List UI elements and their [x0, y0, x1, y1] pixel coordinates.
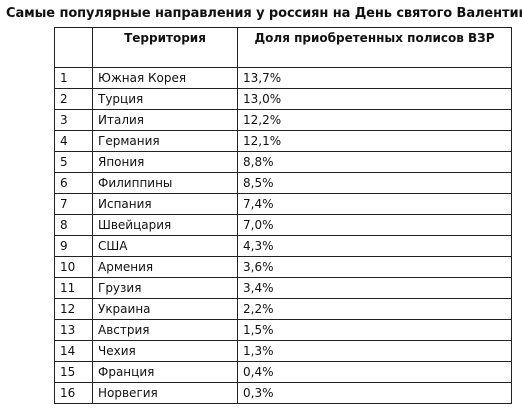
row-number-cell: 8 [54, 214, 93, 236]
row-number-cell: 3 [54, 109, 93, 131]
table-row: 8 Швейцария 7,0% [54, 214, 512, 236]
share-cell: 3,4% [237, 277, 512, 299]
table-row: 10 Армения 3,6% [54, 256, 512, 278]
row-number-cell: 10 [54, 256, 93, 278]
row-number-cell: 14 [54, 340, 93, 362]
territory-cell: Украина [92, 298, 238, 320]
table-row: 11 Грузия 3,4% [54, 277, 512, 299]
territory-cell: Филиппины [92, 172, 238, 194]
data-table: Территория Доля приобретенных полисов ВЗ… [54, 27, 512, 404]
share-cell: 1,3% [237, 340, 512, 362]
territory-cell: Норвегия [92, 382, 238, 404]
table-row: 16 Норвегия 0,3% [54, 382, 512, 404]
table-row: 7 Испания 7,4% [54, 193, 512, 215]
territory-cell: Швейцария [92, 214, 238, 236]
share-cell: 7,4% [237, 193, 512, 215]
share-cell: 13,7% [237, 67, 512, 89]
share-cell: 8,5% [237, 172, 512, 194]
territory-cell: Турция [92, 88, 238, 110]
table-row: 6 Филиппины 8,5% [54, 172, 512, 194]
share-cell: 2,2% [237, 298, 512, 320]
territory-cell: Франция [92, 361, 238, 383]
table-body: 1 Южная Корея 13,7% 2 Турция 13,0% 3 Италия 12,2… [54, 67, 512, 404]
share-cell: 0,4% [237, 361, 512, 383]
share-cell: 4,3% [237, 235, 512, 257]
table-row: 2 Турция 13,0% [54, 88, 512, 110]
row-number-cell: 4 [54, 130, 93, 152]
territory-cell: Италия [92, 109, 238, 131]
column-header-share: Доля приобретенных полисов ВЗР [237, 27, 512, 68]
row-number-cell: 6 [54, 172, 93, 194]
row-number-cell: 2 [54, 88, 93, 110]
page-title: Самые популярные направления у россиян н… [6, 6, 522, 21]
territory-cell: Германия [92, 130, 238, 152]
table-row: 3 Италия 12,2% [54, 109, 512, 131]
table-row: 1 Южная Корея 13,7% [54, 67, 512, 89]
row-number-cell: 1 [54, 67, 93, 89]
territory-cell: Армения [92, 256, 238, 278]
row-number-cell: 9 [54, 235, 93, 257]
territory-cell: Южная Корея [92, 67, 238, 89]
share-cell: 13,0% [237, 88, 512, 110]
share-cell: 1,5% [237, 319, 512, 341]
row-number-cell: 15 [54, 361, 93, 383]
share-cell: 8,8% [237, 151, 512, 173]
row-number-cell: 5 [54, 151, 93, 173]
territory-cell: США [92, 235, 238, 257]
table-row: 14 Чехия 1,3% [54, 340, 512, 362]
territory-cell: Австрия [92, 319, 238, 341]
share-cell: 12,2% [237, 109, 512, 131]
table-row: 9 США 4,3% [54, 235, 512, 257]
table-row: 13 Австрия 1,5% [54, 319, 512, 341]
share-cell: 3,6% [237, 256, 512, 278]
table-row: 4 Германия 12,1% [54, 130, 512, 152]
share-cell: 7,0% [237, 214, 512, 236]
table-row: 15 Франция 0,4% [54, 361, 512, 383]
row-number-cell: 16 [54, 382, 93, 404]
table-header-row: Территория Доля приобретенных полисов ВЗ… [54, 27, 512, 68]
row-number-cell: 12 [54, 298, 93, 320]
share-cell: 0,3% [237, 382, 512, 404]
territory-cell: Чехия [92, 340, 238, 362]
row-number-cell: 11 [54, 277, 93, 299]
territory-cell: Япония [92, 151, 238, 173]
territory-cell: Грузия [92, 277, 238, 299]
territory-cell: Испания [92, 193, 238, 215]
column-header-territory: Территория [92, 27, 238, 68]
table-row: 12 Украина 2,2% [54, 298, 512, 320]
share-cell: 12,1% [237, 130, 512, 152]
row-number-cell: 7 [54, 193, 93, 215]
column-header-number [54, 27, 93, 68]
row-number-cell: 13 [54, 319, 93, 341]
table-row: 5 Япония 8,8% [54, 151, 512, 173]
